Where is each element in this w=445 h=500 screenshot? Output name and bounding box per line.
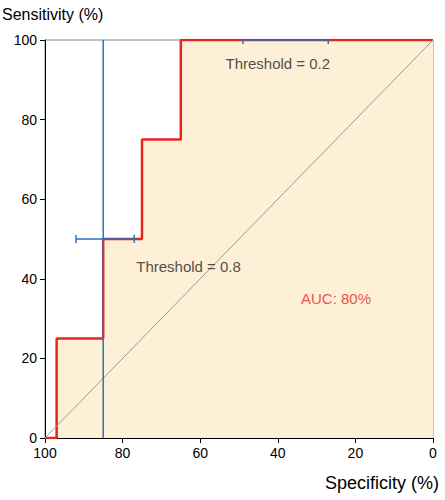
svg-text:Threshold = 0.8: Threshold = 0.8: [136, 258, 241, 275]
svg-text:Threshold = 0.2: Threshold = 0.2: [225, 55, 330, 72]
svg-text:Specificity (%): Specificity (%): [325, 473, 439, 493]
svg-text:20: 20: [348, 445, 364, 461]
svg-text:0: 0: [29, 430, 37, 446]
svg-text:0: 0: [429, 445, 437, 461]
svg-text:Sensitivity (%): Sensitivity (%): [2, 6, 103, 23]
svg-text:60: 60: [21, 191, 37, 207]
svg-text:40: 40: [21, 271, 37, 287]
svg-text:80: 80: [115, 445, 131, 461]
svg-text:100: 100: [33, 445, 57, 461]
svg-text:40: 40: [270, 445, 286, 461]
svg-text:AUC: 80%: AUC: 80%: [301, 290, 371, 307]
svg-text:100: 100: [14, 32, 38, 48]
svg-text:60: 60: [192, 445, 208, 461]
svg-text:80: 80: [21, 112, 37, 128]
svg-text:20: 20: [21, 350, 37, 366]
